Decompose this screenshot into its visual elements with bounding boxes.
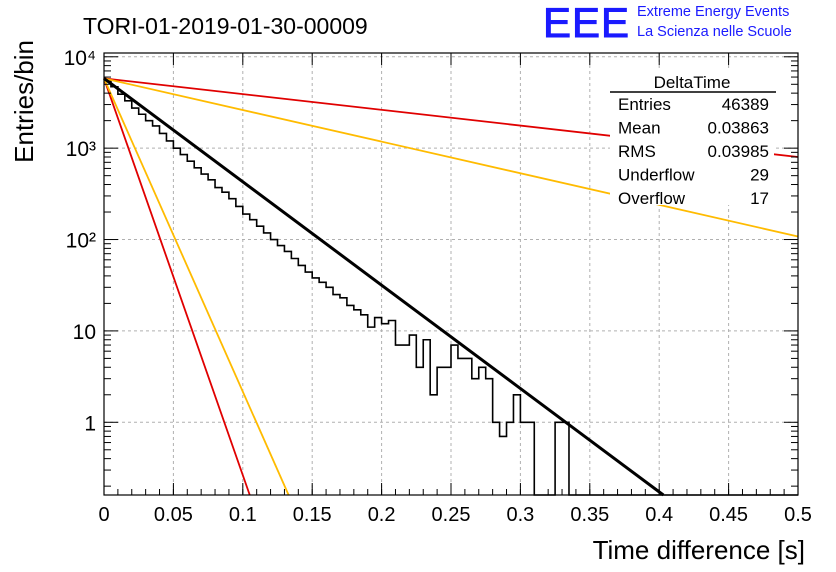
eee-logo-mark: EEE	[542, 0, 631, 47]
x-axis-label: Time difference [s]	[593, 535, 805, 565]
y-tick-label: 10⁴	[64, 47, 96, 70]
eee-logo: EEE Extreme Energy Events La Scienza nel…	[542, 0, 833, 47]
series-line-band-inner	[103, 77, 799, 238]
stats-row-value: 0.03863	[708, 119, 769, 138]
stats-row-label: RMS	[618, 142, 656, 161]
y-axis-label: Entries/bin	[9, 40, 39, 163]
y-tick-label: 10²	[66, 230, 96, 253]
x-tick-label: 0.45	[709, 504, 748, 526]
series-line-band-inner	[103, 78, 290, 496]
series-line-fit	[103, 77, 665, 497]
x-tick-label: 0.2	[368, 504, 396, 526]
stats-row-value: 0.03985	[708, 142, 769, 161]
eee-logo-line2: La Scienza nelle Scuole	[637, 24, 792, 40]
x-tick-label: 0.25	[432, 504, 471, 526]
x-tick-label: 0.5	[784, 504, 812, 526]
series-line-band-outer	[103, 78, 251, 496]
stats-row-value: 17	[750, 189, 769, 208]
stats-row-value: 46389	[722, 95, 769, 114]
stats-box: DeltaTime Entries 46389 Mean 0.03863 RMS 0.03…	[610, 70, 776, 208]
x-tick-label: 0	[98, 504, 109, 526]
axes-layer: 0 0.05 0.1 0.15 0.2 0.25 0.3 0.35 0.4 0.45 0.5 1 10 1…	[64, 47, 812, 526]
chart-title: TORI-01-2019-01-30-00009	[83, 13, 368, 39]
stats-row-value: 29	[750, 166, 769, 185]
stats-row-label: Mean	[618, 119, 661, 138]
stats-row-label: Overflow	[618, 189, 686, 208]
x-tick-label: 0.05	[154, 504, 193, 526]
stats-row-label: Underflow	[618, 166, 695, 185]
eee-logo-line1: Extreme Energy Events	[637, 4, 790, 20]
stats-row-label: Entries	[618, 95, 671, 114]
stats-rows: Entries 46389 Mean 0.03863 RMS 0.03985 Underfl…	[618, 95, 769, 208]
x-tick-label: 0.15	[293, 504, 332, 526]
x-tick-label: 0.3	[506, 504, 534, 526]
y-tick-label: 1	[84, 412, 96, 435]
x-tick-label: 0.4	[645, 504, 673, 526]
y-tick-label: 10	[73, 321, 96, 344]
x-tick-label: 0.35	[570, 504, 609, 526]
y-tick-label: 10³	[66, 138, 96, 161]
stats-box-title: DeltaTime	[654, 73, 731, 92]
x-tick-label: 0.1	[229, 504, 257, 526]
